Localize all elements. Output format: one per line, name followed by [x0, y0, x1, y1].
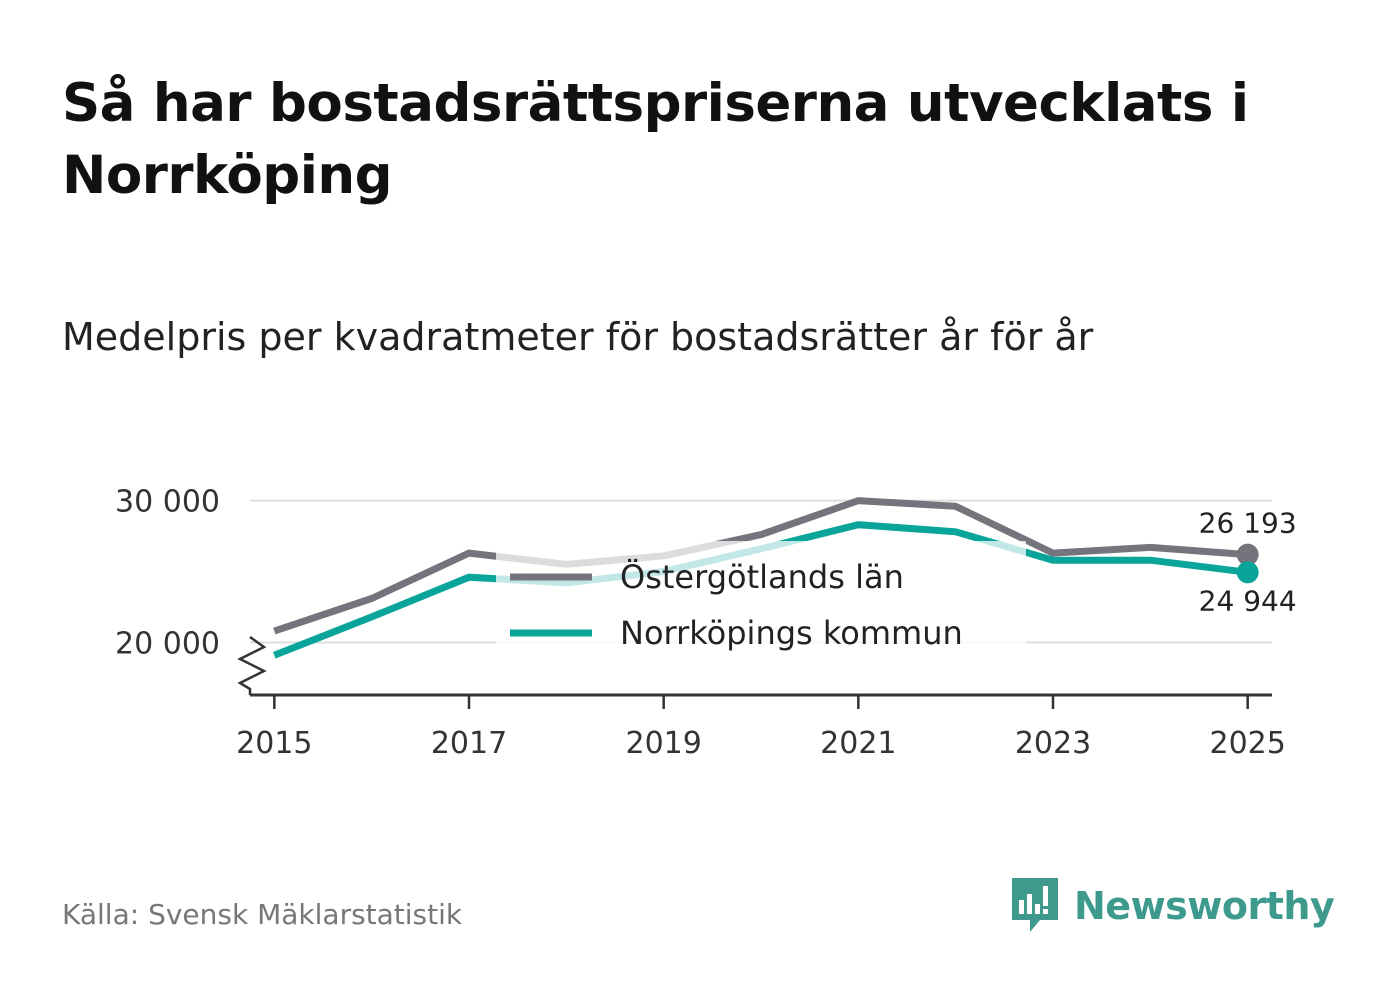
x-tick-label: 2023 — [1015, 726, 1091, 761]
x-tick-label: 2017 — [431, 726, 507, 761]
y-tick-label: 20 000 — [115, 626, 220, 661]
x-tick-label: 2021 — [820, 726, 896, 761]
end-point-lan — [1236, 543, 1259, 566]
x-axis — [237, 635, 1272, 697]
y-tick-label: 30 000 — [115, 485, 220, 520]
x-axis-ticks: 2015 2017 2019 2021 2023 2025 — [236, 695, 1286, 761]
legend: Östergötlands län Norrköpings kommun — [496, 541, 1026, 667]
legend-label-lan: Östergötlands län — [620, 558, 904, 596]
chart-title: Så har bostadsrättspriserna utvecklats i… — [62, 73, 1249, 206]
x-tick-label: 2015 — [236, 726, 312, 761]
legend-label-kommun: Norrköpings kommun — [620, 614, 963, 652]
end-point-kommun — [1236, 561, 1259, 584]
y-axis-ticks: 20 000 30 000 — [115, 485, 220, 662]
x-tick-label: 2019 — [625, 726, 701, 761]
source-note: Källa: Svensk Mäklarstatistik — [62, 898, 463, 931]
brand-name: Newsworthy — [1074, 884, 1335, 928]
chart-subtitle: Medelpris per kvadratmeter för bostadsrä… — [62, 315, 1094, 359]
legend-background — [496, 541, 1026, 667]
x-tick-label: 2025 — [1209, 726, 1285, 761]
end-labels: 26 193 24 944 — [1199, 507, 1297, 618]
axis-break-marker — [237, 635, 267, 695]
series-line-lan — [273, 497, 1248, 635]
end-value-label: 26 193 — [1199, 507, 1297, 540]
newsworthy-logo-icon — [1012, 878, 1058, 932]
brand-logo: Newsworthy — [1010, 876, 1335, 936]
end-value-label: 24 944 — [1199, 584, 1297, 617]
